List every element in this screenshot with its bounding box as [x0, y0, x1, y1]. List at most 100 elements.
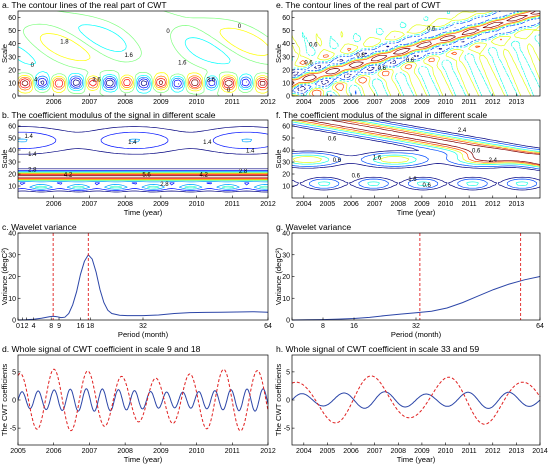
- contour-label: 0.6: [309, 42, 318, 48]
- x-tick-label: 2011: [462, 201, 477, 208]
- x-tick-label: 2004: [296, 201, 312, 208]
- panel-h: h. Whole signal of CWT coefficient in sc…: [274, 344, 548, 464]
- y-tick-label: 0: [12, 398, 16, 405]
- contour-line: [292, 11, 540, 96]
- contour-line: [296, 120, 540, 166]
- y-tick-label: 60: [8, 124, 16, 131]
- y-tick-label: 30: [8, 252, 16, 259]
- contour-line: [36, 75, 252, 91]
- contour-line: [292, 27, 465, 92]
- y-tick-label: 50: [282, 136, 290, 143]
- x-axis-label: Time (year): [397, 455, 436, 464]
- x-tick-label: 64: [536, 323, 544, 330]
- contour-line: [292, 11, 540, 96]
- y-axis-label: Scale: [274, 44, 283, 63]
- contour-label: 0.6: [378, 66, 387, 72]
- x-tick-label: 16: [77, 323, 85, 330]
- y-tick-label: 0: [12, 94, 16, 101]
- y-tick-label: 10: [282, 80, 290, 87]
- contour-label: 1.4: [203, 140, 212, 146]
- plot-frame: [17, 10, 269, 97]
- y-tick-label: 40: [282, 231, 290, 238]
- contour-label: 0.6: [472, 148, 481, 154]
- x-tick-label: 2009: [414, 99, 430, 106]
- y-tick-label: 0: [286, 94, 290, 101]
- x-tick-label: 16: [350, 323, 358, 330]
- y-axis-label: The CWT coefficients: [274, 364, 283, 437]
- y-tick-label: 50: [8, 136, 16, 143]
- y-axis-label: Variance (degC²): [274, 247, 283, 305]
- contour-line: [292, 120, 540, 191]
- contour-label: 1.4: [246, 148, 255, 154]
- contour-line: [18, 172, 268, 181]
- signal-line: [17, 388, 269, 412]
- x-tick-label: 2009: [153, 201, 169, 208]
- contour-label: 2.8: [239, 169, 248, 175]
- x-tick-label: 0: [290, 323, 294, 330]
- y-tick-label: 10: [8, 184, 16, 191]
- x-tick-label: 2006: [343, 201, 359, 208]
- contour-line: [37, 77, 250, 89]
- y-tick-label: 60: [282, 124, 290, 131]
- contour-line: [18, 27, 268, 94]
- x-tick-label: 2012: [485, 99, 501, 106]
- x-tick-label: 2011: [225, 201, 240, 208]
- contour-label: 1.6: [373, 156, 382, 162]
- signal-line: [291, 391, 541, 409]
- x-tick-label: 2006: [343, 99, 359, 106]
- variance-line: [17, 253, 269, 321]
- contour-line: [18, 174, 268, 179]
- panel-g: g. Wavelet variance 0 8 16 32 64 0 10 20 30 40 Peri…: [274, 222, 544, 339]
- contour-line: [292, 11, 540, 96]
- x-tick-label: 2004: [296, 99, 312, 106]
- panel-title: g. Wavelet variance: [276, 222, 351, 232]
- x-tick-label: 2005: [10, 448, 26, 455]
- x-tick-label: 2008: [117, 201, 133, 208]
- contour-label: 2.4: [458, 128, 467, 134]
- contour-label: 3.6: [92, 78, 101, 84]
- y-tick-label: 10: [8, 80, 16, 87]
- contour-label: 0.6: [427, 27, 436, 33]
- y-axis-label: Scale: [0, 44, 9, 63]
- x-axis-label: Time (year): [397, 208, 436, 217]
- plot-frame: [17, 119, 269, 199]
- panel-c: c. Wavelet variance 0 1 2 4 8 9 16 18 32 64 0 10 20 30…: [0, 222, 272, 339]
- x-tick-label: 2004: [296, 448, 312, 455]
- x-tick-label: 2010: [189, 99, 205, 106]
- x-tick-label: 2: [25, 323, 29, 330]
- panel-f: f. The coefficient modulus of the signal…: [274, 110, 541, 217]
- x-tick-label: 2005: [320, 201, 336, 208]
- x-tick-label: 2005: [320, 99, 336, 106]
- x-axis-label: Time (year): [124, 455, 163, 464]
- variance-line: [291, 276, 541, 321]
- contour-line: [18, 131, 268, 191]
- contour-label: 2.8: [28, 168, 37, 174]
- y-tick-label: 40: [282, 148, 290, 155]
- y-tick-label: 50: [8, 28, 16, 35]
- y-tick-label: 50: [282, 28, 290, 35]
- contour-line: [292, 120, 540, 186]
- y-tick-label: 20: [8, 172, 16, 179]
- y-tick-label: 5: [12, 369, 16, 376]
- contour-label: 1.4: [128, 140, 137, 146]
- x-tick-label: 1: [20, 323, 24, 330]
- y-tick-label: -5: [10, 426, 16, 433]
- contour-label: 1.4: [25, 134, 34, 140]
- x-tick-label: 2013: [509, 448, 525, 455]
- x-tick-label: 32: [412, 323, 420, 330]
- y-tick-label: 60: [8, 15, 16, 22]
- y-tick-label: 40: [282, 41, 290, 48]
- contour-line: [292, 120, 540, 189]
- contour-line: [18, 24, 253, 94]
- contour-line: [292, 11, 540, 96]
- contour-label: 0.6: [422, 183, 431, 189]
- x-tick-label: 2011: [225, 448, 240, 455]
- y-tick-label: 30: [282, 160, 290, 167]
- y-tick-label: 30: [282, 252, 290, 259]
- y-tick-label: 0: [286, 398, 290, 405]
- y-tick-label: 40: [8, 41, 16, 48]
- contour-line: [21, 79, 266, 87]
- x-tick-label: 4: [32, 323, 36, 330]
- x-tick-label: 2007: [367, 448, 383, 455]
